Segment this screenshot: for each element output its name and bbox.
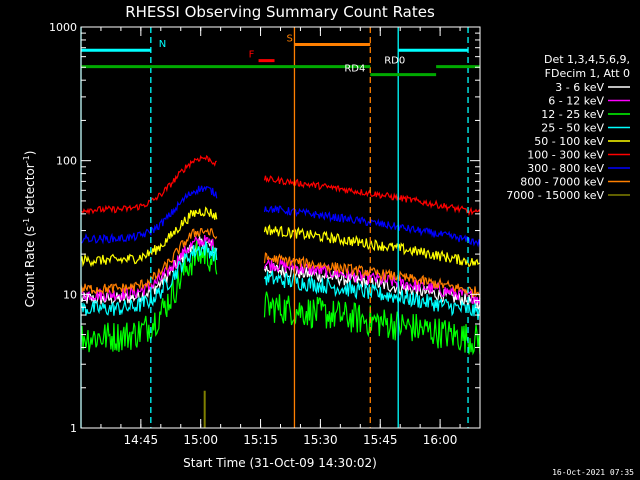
x-axis-label: Start Time (31-Oct-09 14:30:02) (183, 456, 377, 470)
legend: Det 1,3,4,5,6,9, FDecim 1, Att 0 3 - 6 k… (506, 53, 630, 202)
flag-label-1: S (286, 33, 292, 44)
plot-area: N S F RD0 RD4 1 10 100 1000 14:45 15:00 15:15 15:30 1… (49, 21, 481, 447)
x-tick-label: 16:00 (423, 433, 458, 447)
legend-label-2: 12 - 25 keV (541, 108, 604, 121)
y-axis-label-part3: ) (23, 151, 37, 156)
series-line-7 (80, 227, 481, 298)
series-line-3 (80, 240, 481, 320)
y-axis-label-part1: Count Rate (s (23, 226, 37, 308)
legend-label-0: 3 - 6 keV (555, 81, 604, 94)
y-axis-label-part2: detector (23, 163, 37, 218)
y-tick-label: 100 (56, 155, 77, 168)
flag-label-0: N (159, 39, 166, 50)
y-axis-label: Count Rate (s-1 detector-1) (22, 151, 37, 308)
series-line-1 (80, 235, 481, 306)
series-line-4 (80, 206, 481, 268)
legend-header-2: FDecim 1, Att 0 (545, 67, 630, 80)
x-tick-label: 15:30 (303, 433, 338, 447)
x-tick-label: 14:45 (124, 433, 159, 447)
legend-label-4: 50 - 100 keV (534, 135, 604, 148)
legend-label-7: 800 - 7000 keV (520, 176, 604, 189)
timestamp: 16-Oct-2021 07:35 (552, 468, 634, 477)
legend-label-1: 6 - 12 keV (548, 95, 604, 108)
series-line-5 (80, 154, 481, 217)
flag-label-3: RD0 (384, 56, 405, 67)
y-tick-label: 10 (63, 288, 77, 301)
legend-label-6: 300 - 800 keV (527, 162, 604, 175)
flag-label-2: F (249, 50, 255, 61)
legend-label-5: 100 - 300 keV (527, 149, 604, 162)
y-tick-label: 1000 (49, 21, 77, 34)
legend-label-8: 7000 - 15000 keV (506, 189, 604, 202)
series-line-6 (80, 185, 481, 248)
x-tick-label: 15:15 (243, 433, 278, 447)
legend-label-3: 25 - 50 keV (541, 122, 604, 135)
x-tick-label: 15:00 (183, 433, 218, 447)
series-line-0 (80, 234, 481, 311)
x-tick-label: 15:45 (363, 433, 398, 447)
y-tick-label: 1 (70, 422, 77, 435)
flag-label-4: RD4 (344, 64, 365, 75)
y-axis-label-sup2: -1 (22, 155, 31, 163)
chart-title: RHESSI Observing Summary Count Rates (125, 3, 435, 21)
legend-header-1: Det 1,3,4,5,6,9, (544, 53, 630, 66)
y-axis-label-sup1: -1 (22, 218, 31, 226)
